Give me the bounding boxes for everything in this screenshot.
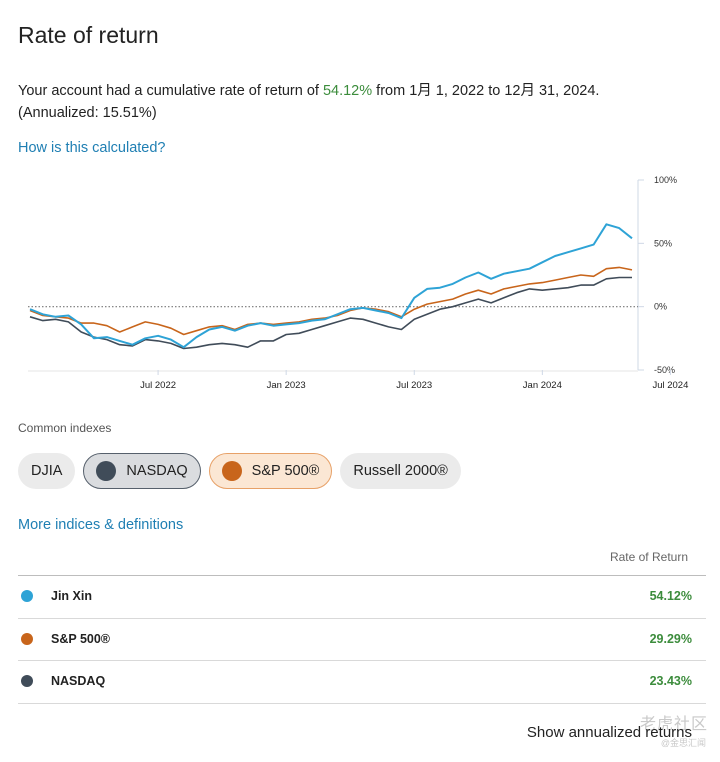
more-indices-link[interactable]: More indices & definitions [18,517,184,533]
table-row: NASDAQ 23.43% [18,660,706,702]
chip-label: Russell 2000® [353,463,448,479]
index-chips: DJIA NASDAQ S&P 500® Russell 2000® [18,453,461,489]
table-divider [18,703,706,704]
table-divider [18,575,706,576]
series-dot-icon [21,675,33,687]
x-tick-label: Jul 2023 [396,380,432,391]
annualized-return: (Annualized: 15.51%) [18,105,157,121]
row-name: S&P 500® [51,632,111,646]
series-dot-icon [21,590,33,602]
show-annualized-returns-toggle[interactable]: Show annualized returns [526,724,692,741]
row-name: Jin Xin [51,589,92,603]
y-tick-label: -50% [654,365,675,375]
x-tick-label: Jan 2023 [267,380,306,391]
chart-ticks: 100% 50% 0% -50% Jul 2022 Jan 2023 Jul 2023 Jan… [140,175,688,391]
x-tick-label: Jul 2024 [652,380,688,391]
chip-label: NASDAQ [126,463,188,479]
chip-label: DJIA [31,463,63,479]
chip-sp500[interactable]: S&P 500® [208,453,333,489]
chart-series [29,223,633,350]
row-value: 54.12% [649,589,692,603]
series-line-jin-xin [29,223,633,349]
chip-nasdaq[interactable]: NASDAQ [83,453,201,489]
common-indexes-label: Common indexes [18,421,112,435]
nasdaq-dot-icon [96,461,117,481]
rate-of-return-chart: 100% 50% 0% -50% Jul 2022 Jan 2023 Jul 2023 Jan… [28,175,688,391]
chip-djia[interactable]: DJIA [18,453,76,489]
how-calculated-link[interactable]: How is this calculated? [18,140,166,156]
row-name: NASDAQ [51,674,106,688]
summary-suffix: from 1月 1, 2022 to 12月 31, 2024. [372,83,600,99]
chart-grid [28,180,639,372]
cumulative-return: 54.12% [322,83,373,99]
watermark-sub: @金思汇闻 [660,738,706,748]
chip-russell-2000[interactable]: Russell 2000® [340,453,461,489]
return-summary: Your account had a cumulative rate of re… [18,80,708,124]
table-divider [18,660,706,661]
x-tick-label: Jul 2022 [140,380,176,391]
chip-label: S&P 500® [251,463,320,479]
table-row: S&P 500® 29.29% [18,618,706,660]
page-title: Rate of return [18,22,159,48]
x-tick-label: Jan 2024 [523,380,562,391]
y-tick-label: 50% [654,238,672,248]
row-value: 23.43% [649,674,692,688]
row-value: 29.29% [649,632,692,646]
series-dot-icon [21,633,33,645]
table-divider [18,618,706,619]
y-tick-label: 100% [654,175,677,185]
sp500-dot-icon [221,461,242,481]
y-tick-label: 0% [654,302,667,312]
series-line-nasdaq [29,276,632,350]
watermark-logo: 老虎社区 [639,716,708,733]
table-row: Jin Xin 54.12% [18,575,706,617]
summary-prefix: Your account had a cumulative rate of re… [18,83,323,99]
column-header-rate-of-return: Rate of Return [609,550,688,564]
